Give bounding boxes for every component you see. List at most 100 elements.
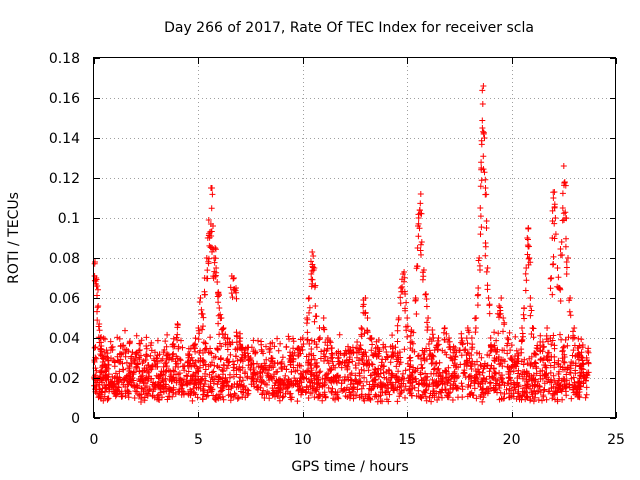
data-point xyxy=(200,323,206,330)
data-point xyxy=(320,315,327,321)
data-point xyxy=(308,283,315,290)
data-point xyxy=(496,361,503,368)
data-point xyxy=(269,339,276,346)
data-point xyxy=(482,378,489,385)
data-point xyxy=(418,210,425,217)
data-point xyxy=(143,334,150,341)
data-point xyxy=(444,380,451,387)
data-point xyxy=(358,331,365,338)
data-point xyxy=(111,359,118,366)
x-tick-label: 15 xyxy=(398,432,416,448)
data-point xyxy=(185,390,192,397)
data-point xyxy=(98,346,105,353)
data-point xyxy=(278,359,285,365)
data-point xyxy=(95,381,102,388)
data-point xyxy=(143,343,150,349)
data-point xyxy=(128,353,135,360)
data-point xyxy=(132,364,139,371)
data-point xyxy=(289,352,296,359)
data-point xyxy=(527,385,534,392)
data-point xyxy=(200,314,207,321)
data-point xyxy=(534,382,541,389)
data-point xyxy=(238,388,245,395)
data-point xyxy=(119,360,126,367)
data-point xyxy=(483,191,490,198)
data-point xyxy=(341,377,348,384)
data-point xyxy=(308,258,314,265)
y-tick-label: 0.08 xyxy=(49,251,80,267)
data-point xyxy=(201,291,208,298)
data-point xyxy=(373,338,380,345)
data-point xyxy=(475,380,482,387)
data-point xyxy=(230,394,237,401)
data-point xyxy=(445,364,452,371)
data-point xyxy=(563,235,569,242)
data-point xyxy=(251,369,258,376)
data-point xyxy=(442,387,449,394)
data-point xyxy=(315,391,322,398)
data-point xyxy=(418,251,424,258)
data-point xyxy=(477,205,484,211)
data-point xyxy=(410,364,417,371)
data-point xyxy=(319,383,326,390)
data-point xyxy=(426,353,433,360)
data-point xyxy=(215,320,222,327)
data-point xyxy=(512,333,519,340)
data-point xyxy=(408,339,415,345)
data-point xyxy=(91,344,98,351)
data-point xyxy=(350,388,357,395)
data-point xyxy=(190,390,197,397)
data-point xyxy=(203,345,210,352)
y-tick-label: 0.02 xyxy=(49,371,80,387)
data-point xyxy=(486,301,493,308)
data-point xyxy=(214,363,221,370)
data-point xyxy=(233,332,240,339)
data-point xyxy=(313,388,320,395)
data-point xyxy=(159,377,166,384)
data-point xyxy=(255,384,262,391)
data-point xyxy=(163,343,170,350)
data-point xyxy=(484,282,491,289)
data-point xyxy=(217,384,224,391)
data-point xyxy=(212,255,219,262)
data-point xyxy=(402,307,409,314)
data-point xyxy=(159,394,165,401)
data-point xyxy=(451,378,458,385)
data-point xyxy=(138,385,145,392)
data-point xyxy=(504,342,510,349)
data-point xyxy=(130,382,137,389)
data-point xyxy=(342,359,349,366)
data-point xyxy=(362,295,369,301)
data-point xyxy=(334,355,341,362)
data-point xyxy=(462,346,469,353)
data-point xyxy=(286,336,292,343)
data-point xyxy=(363,378,370,385)
data-point xyxy=(544,356,551,363)
data-point xyxy=(213,269,220,276)
data-point xyxy=(545,338,552,345)
data-point xyxy=(178,337,184,344)
data-point xyxy=(471,361,478,368)
data-point xyxy=(249,375,256,382)
data-point xyxy=(421,380,428,387)
data-point xyxy=(371,369,378,376)
data-point xyxy=(389,332,396,339)
data-point xyxy=(235,394,242,401)
data-point xyxy=(557,331,563,338)
data-point xyxy=(133,363,140,370)
data-point xyxy=(324,342,331,349)
data-point xyxy=(119,342,126,349)
data-point xyxy=(401,346,408,353)
data-point xyxy=(237,367,244,374)
data-point xyxy=(237,345,244,352)
data-point xyxy=(202,377,209,384)
data-point xyxy=(563,259,570,265)
data-point xyxy=(509,357,516,364)
data-point xyxy=(559,190,566,197)
data-point xyxy=(563,392,570,399)
data-point xyxy=(208,350,215,357)
data-point xyxy=(480,166,487,173)
data-point xyxy=(356,394,363,401)
data-point xyxy=(519,375,526,382)
data-point xyxy=(487,379,494,386)
